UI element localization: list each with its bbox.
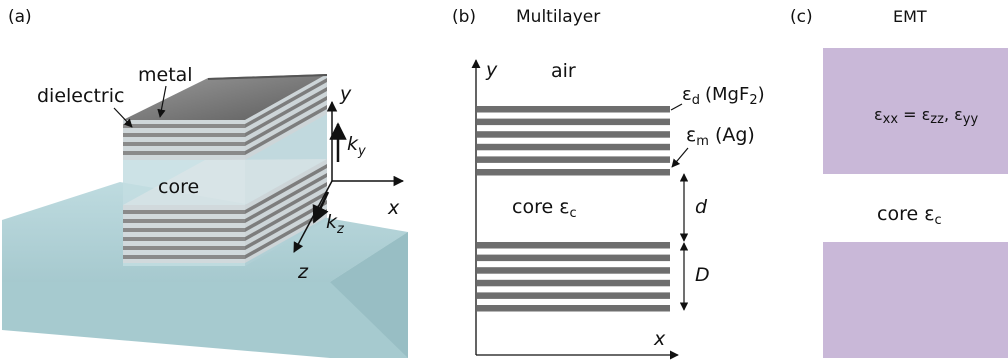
panel-c-title: EMT [893,7,927,26]
top-stack-side [245,74,327,160]
emt-bottom-region [823,242,1008,358]
bottom-stripe-3 [477,267,670,274]
ky-label: ky [347,133,366,159]
bottom-stripes-group [477,242,670,312]
axis-y-label: y [339,83,352,105]
bottom-stack-front [123,205,245,263]
bottom-stripe-1 [477,242,670,249]
emt-formula: εxx = εzz, εyy [874,105,978,127]
label-dielectric: dielectric [37,85,124,107]
label-core: core [158,176,199,198]
b-air-label: air [551,60,576,82]
metal-pointer [157,85,167,118]
top-stripes-group [477,106,670,176]
eps-d-label: εd (MgF2) [682,84,765,108]
substrate-front [2,232,408,358]
panel-b: (b) Multilayer y x air εd (MgF2) εm (Ag) c… [452,7,765,360]
top-stripe-3 [477,131,670,138]
substrate-lower [330,232,408,358]
top-metal-face-back [208,74,327,80]
bottom-stack-top [123,159,327,205]
bottom-stripe-5 [477,292,670,299]
bottom-stripe-6 [477,305,670,312]
bottom-stack-side [245,159,327,263]
top-metal-face [123,74,327,120]
panel-c-tag: (c) [790,7,813,27]
label-metal: metal [138,64,193,86]
panel-b-tag: (b) [452,7,476,27]
top-stripe-4 [477,143,670,151]
axis-z-label: z [297,261,309,283]
bottom-stripe-4 [477,279,670,287]
axis-x-label: x [387,197,400,219]
panel-a: (a) [2,7,408,358]
dielectric-pointer [113,107,133,128]
b-axis-x-label: x [653,328,666,350]
top-stripe-2 [477,118,670,126]
b-core-label: core εc [512,196,577,221]
panel-c: (c) EMT εxx = εzz, εyy core εc [790,7,1008,358]
top-stripe-5 [477,156,670,163]
panel-a-tag: (a) [8,7,32,27]
emt-top-region [823,48,1008,174]
c-core-label: core εc [877,203,942,228]
b-axis-y-label: y [485,59,498,81]
kz-arrow [312,191,330,224]
eps-m-pointer [671,147,689,168]
panel-b-title: Multilayer [516,7,600,27]
top-stripe-1 [477,106,670,113]
eps-d-pointer [670,103,683,111]
top-stack-front [123,120,245,160]
eps-m-label: εm (Ag) [686,124,755,149]
bottom-stripe-2 [477,254,670,262]
D-label: D [695,264,710,286]
d-label: d [695,196,708,218]
top-stripe-6 [477,169,670,176]
kz-label: kz [326,211,345,237]
